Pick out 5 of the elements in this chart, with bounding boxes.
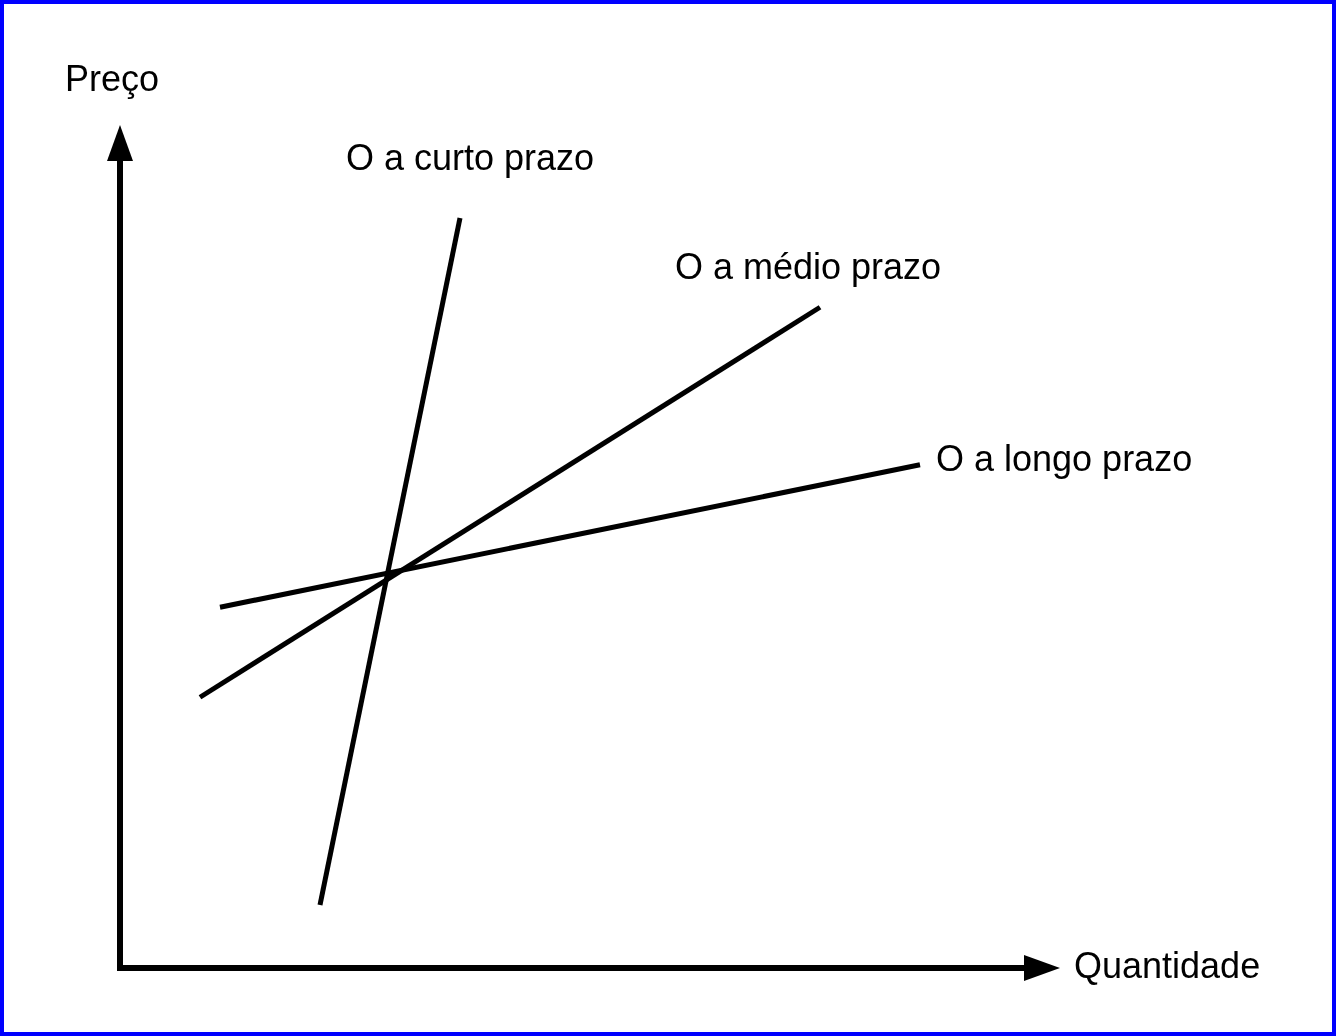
series-label: O a longo prazo — [936, 437, 1193, 479]
y-axis-title: Preço — [64, 57, 160, 99]
x-axis-title: Quantidade — [1074, 944, 1261, 986]
series-label: O a curto prazo — [345, 136, 595, 178]
series-label: O a médio prazo — [674, 246, 942, 288]
